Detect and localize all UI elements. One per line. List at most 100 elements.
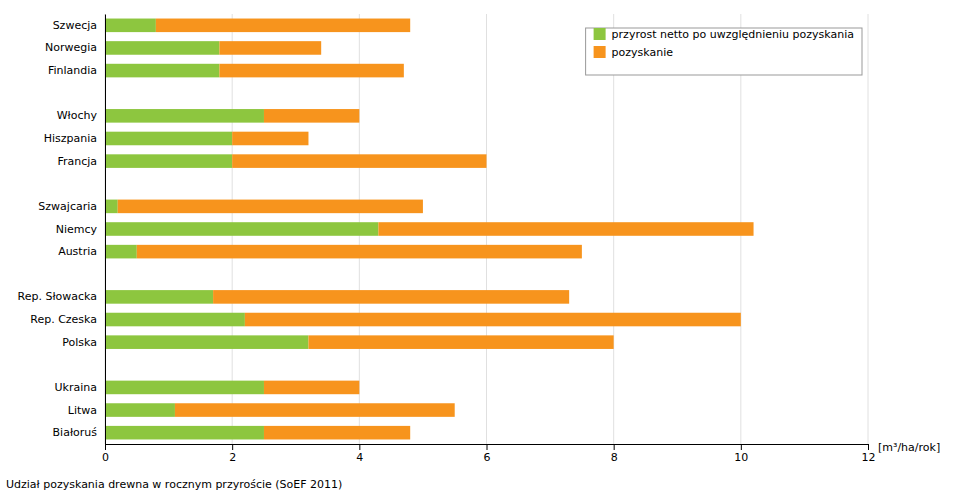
tick-label: 12 (862, 451, 876, 464)
grid-line (868, 14, 869, 444)
axis-title: [m³/ha/rok] (878, 441, 940, 454)
tick-label: Szwajcaria (38, 200, 97, 213)
bar (105, 335, 308, 349)
bar (105, 403, 175, 417)
tick-label: Finlandia (48, 64, 97, 77)
tick-mark (487, 444, 488, 450)
tick: 8 (611, 444, 618, 464)
bar (219, 41, 321, 55)
bar (105, 109, 264, 123)
tick-label: Szwecja (53, 19, 97, 32)
bar (105, 132, 232, 146)
tick: Białoruś (53, 426, 98, 439)
tick: Polska (62, 336, 97, 349)
bar (105, 19, 156, 33)
legend-item: pozyskanie (594, 46, 674, 59)
tick: 6 (484, 444, 491, 464)
tick-mark (359, 444, 360, 450)
legend-label: przyrost netto po uwzględnieniu pozyskan… (612, 28, 854, 41)
tick-label: Norwegia (45, 41, 97, 54)
tick: 10 (734, 444, 748, 464)
legend-box (586, 28, 862, 75)
tick-mark (868, 444, 869, 450)
legend: przyrost netto po uwzględnieniu pozyskan… (586, 28, 862, 75)
tick-label: Włochy (57, 109, 98, 122)
bar (264, 381, 359, 395)
bars (105, 19, 754, 440)
tick-label: 0 (102, 451, 109, 464)
bar (232, 132, 308, 146)
tick: 4 (356, 444, 363, 464)
tick: Włochy (57, 109, 98, 122)
bar (105, 64, 219, 78)
tick-mark (614, 444, 615, 450)
tick: Litwa (68, 404, 97, 417)
bar (118, 200, 423, 214)
bar (105, 154, 232, 168)
tick-label: Polska (62, 336, 97, 349)
tick-label: Hiszpania (44, 132, 97, 145)
legend-swatch (594, 28, 606, 40)
tick: 0 (102, 444, 109, 464)
axis-line (106, 445, 869, 451)
grid-line (105, 14, 106, 444)
tick-label: Rep. Słowacka (18, 290, 97, 303)
tick-label: Austria (58, 245, 97, 258)
tick: Norwegia (45, 41, 97, 54)
bar (105, 245, 137, 259)
bar (213, 290, 569, 304)
bar (219, 64, 403, 78)
tick: Finlandia (48, 64, 97, 77)
bar (105, 426, 264, 440)
y-axis: Szwecja Norwegia Finlandia Włochy Hiszpania F… (18, 15, 106, 445)
bar (378, 222, 753, 236)
grid (105, 14, 868, 444)
tick-label: 4 (356, 451, 363, 464)
bar (245, 313, 741, 327)
tick: Francja (57, 155, 97, 168)
tick: 12 (862, 444, 876, 464)
tick-label: 2 (229, 451, 236, 464)
tick-label: 8 (611, 451, 618, 464)
tick-mark (232, 444, 233, 450)
tick: 2 (229, 444, 236, 464)
bar (264, 109, 359, 123)
bar (105, 200, 118, 214)
tick: Rep. Czeska (30, 313, 97, 326)
tick: Ukraina (55, 381, 97, 394)
bar (264, 426, 410, 440)
tick: Rep. Słowacka (18, 290, 97, 303)
bar (308, 335, 613, 349)
bar (105, 41, 219, 55)
x-axis: 0 2 4 6 8 10 12 (102, 444, 876, 464)
bar (105, 381, 264, 395)
tick-label: Litwa (68, 404, 97, 417)
tick-label: Francja (57, 155, 97, 168)
tick: Niemcy (56, 223, 98, 236)
tick: Hiszpania (44, 132, 97, 145)
bar (105, 290, 213, 304)
legend-items: przyrost netto po uwzględnieniu pozyskan… (594, 28, 854, 59)
bar (137, 245, 582, 259)
tick-mark (105, 444, 106, 450)
bar (156, 19, 410, 33)
tick: Szwajcaria (38, 200, 97, 213)
tick-label: 6 (484, 451, 491, 464)
tick: Austria (58, 245, 97, 258)
legend-item: przyrost netto po uwzględnieniu pozyskan… (594, 28, 854, 41)
tick-label: Ukraina (55, 381, 97, 394)
tick: Szwecja (53, 19, 97, 32)
legend-label: pozyskanie (612, 46, 674, 59)
tick-label: 10 (734, 451, 748, 464)
tick-label: Białoruś (53, 426, 98, 439)
annotation: Udział pozyskania drewna w rocznym przyr… (6, 478, 342, 491)
plot: 0 2 4 6 8 10 12 Szwecja Norwegia Finlandia Włochy H… (18, 14, 876, 464)
tick-label: Rep. Czeska (30, 313, 97, 326)
bar (232, 154, 486, 168)
axis-line (105, 15, 106, 445)
chart: 0 2 4 6 8 10 12 Szwecja Norwegia Finlandia Włochy H… (0, 0, 958, 496)
legend-swatch (594, 46, 606, 58)
series (105, 19, 378, 440)
bar (175, 403, 455, 417)
bar (105, 313, 245, 327)
